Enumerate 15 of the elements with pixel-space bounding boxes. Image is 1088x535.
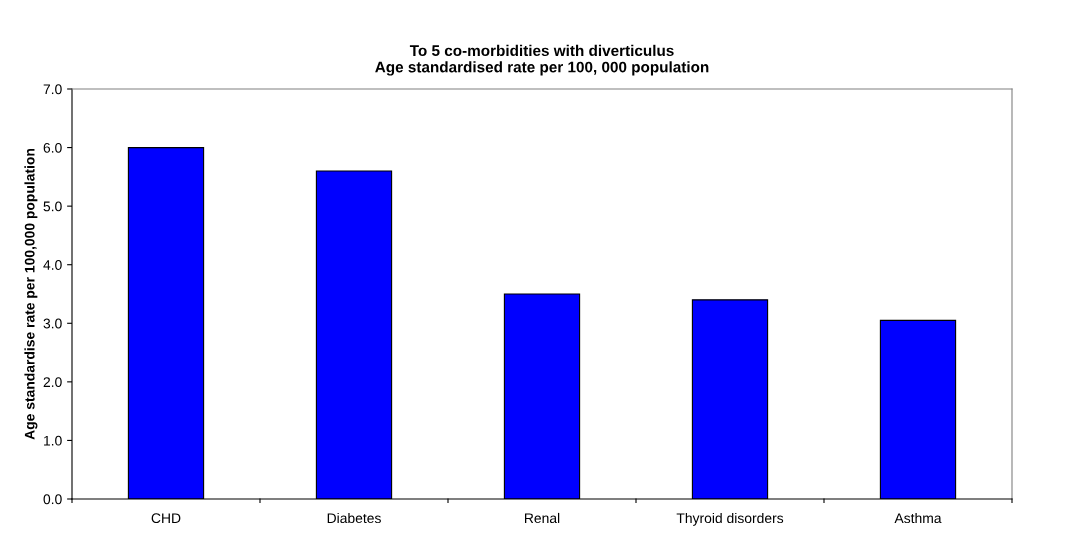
y-axis-title: Age standardise rate per 100,000 population [24,148,38,440]
y-tick-label: 4.0 [43,260,62,270]
x-tick-label: Thyroid disorders [676,512,784,526]
chart-title: To 5 co-morbidities with diverticulus Age standardised rate per 100, 000 population [375,44,709,76]
y-tick-label: 1.0 [44,435,62,446]
y-tick-label: 3.0 [43,318,62,329]
x-tick-label: Diabetes [327,512,381,524]
x-tick-label: CHD [151,513,181,524]
x-tick-label: Asthma [894,512,942,524]
y-tick-label: 2.0 [43,377,62,388]
x-tick-label: Renal [525,512,560,524]
y-tick-label: 5.0 [43,201,62,212]
y-tick-label: 0.0 [43,494,62,505]
y-tick-label: 6.0 [43,142,62,153]
y-tick-label: 7.0 [43,84,62,95]
